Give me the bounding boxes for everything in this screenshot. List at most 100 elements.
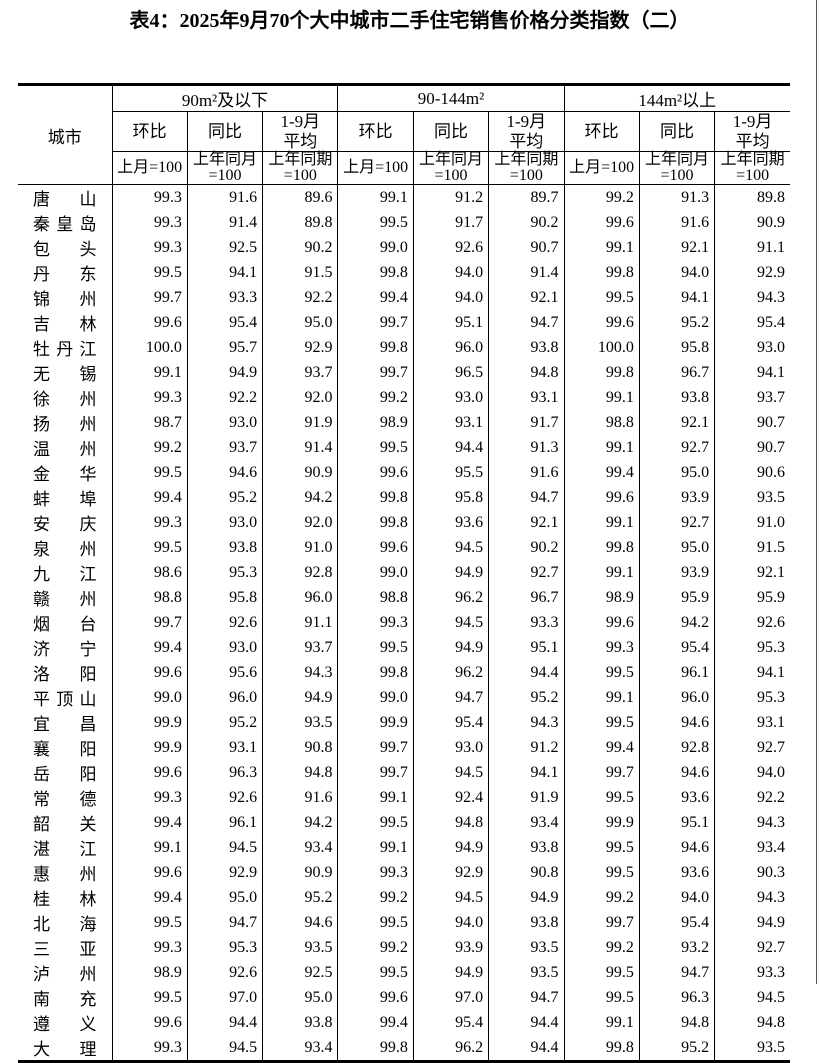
index-value: 93.1 xyxy=(412,410,489,435)
index-value: 93.5 xyxy=(262,710,338,735)
index-value: 94.5 xyxy=(412,760,489,785)
index-value: 91.6 xyxy=(262,785,338,810)
city-name: 南充 xyxy=(33,990,97,1009)
index-value: 98.8 xyxy=(563,410,640,435)
table-row: 湛江 99.1 94.5 93.4 99.1 94.9 93.8 99.5 94.6 93.4 xyxy=(18,835,790,860)
index-value: 94.8 xyxy=(488,360,564,385)
index-value: 94.5 xyxy=(186,835,263,860)
index-value: 99.1 xyxy=(563,510,640,535)
index-value: 95.0 xyxy=(186,885,263,910)
table-row: 安庆 99.3 93.0 92.0 99.8 93.6 92.1 99.1 92.7 91.0 xyxy=(18,510,790,535)
city-name: 赣州 xyxy=(33,590,97,609)
index-value: 99.0 xyxy=(337,235,414,260)
index-value: 99.4 xyxy=(563,460,640,485)
index-value: 99.4 xyxy=(111,810,188,835)
index-value: 93.2 xyxy=(638,935,715,960)
city-name: 济宁 xyxy=(33,640,97,659)
index-value: 99.5 xyxy=(111,535,188,560)
index-value: 94.8 xyxy=(262,760,338,785)
index-value: 99.7 xyxy=(111,285,188,310)
index-value: 93.9 xyxy=(412,935,489,960)
index-value: 95.4 xyxy=(638,910,715,935)
city-name: 秦皇岛 xyxy=(33,215,97,234)
city-name: 烟台 xyxy=(33,615,97,634)
table-row: 无锡 99.1 94.9 93.7 99.7 96.5 94.8 99.8 96.7 94.1 xyxy=(18,360,790,385)
index-value: 95.8 xyxy=(412,485,489,510)
index-value: 92.7 xyxy=(714,735,790,760)
index-value: 93.8 xyxy=(488,910,564,935)
index-value: 96.0 xyxy=(262,585,338,610)
index-value: 92.1 xyxy=(638,410,715,435)
index-value: 91.1 xyxy=(262,610,338,635)
city-name: 泉州 xyxy=(33,540,97,559)
index-value: 99.6 xyxy=(111,860,188,885)
index-value: 90.8 xyxy=(488,860,564,885)
index-value: 95.2 xyxy=(262,885,338,910)
index-value: 94.3 xyxy=(714,885,790,910)
metric-header: 1-9月 平均 xyxy=(262,111,338,152)
index-value: 99.8 xyxy=(563,260,640,285)
index-value: 94.7 xyxy=(638,960,715,985)
metric-header: 同比 xyxy=(412,111,489,152)
index-value: 95.3 xyxy=(714,635,790,660)
index-value: 99.5 xyxy=(111,910,188,935)
index-value: 99.2 xyxy=(563,935,640,960)
index-value: 99.6 xyxy=(337,460,414,485)
index-value: 91.4 xyxy=(488,260,564,285)
index-value: 92.0 xyxy=(262,385,338,410)
index-value: 99.1 xyxy=(111,835,188,860)
index-value: 99.6 xyxy=(563,210,640,235)
metric-header: 1-9月 平均 xyxy=(714,111,790,152)
index-value: 99.5 xyxy=(337,635,414,660)
index-value: 93.0 xyxy=(412,735,489,760)
page-title: 表4：2025年9月70个大中城市二手住宅销售价格分类指数（二） xyxy=(129,10,690,32)
base-header: 上月=100 xyxy=(337,151,414,185)
index-value: 94.3 xyxy=(714,810,790,835)
index-value: 99.1 xyxy=(337,835,414,860)
index-value: 92.2 xyxy=(186,385,263,410)
table-row: 韶关 99.4 96.1 94.2 99.5 94.8 93.4 99.9 95.1 94.3 xyxy=(18,810,790,835)
index-value: 95.2 xyxy=(488,685,564,710)
index-value: 99.5 xyxy=(563,835,640,860)
city-name: 九江 xyxy=(33,565,97,584)
index-value: 95.1 xyxy=(488,635,564,660)
index-value: 94.5 xyxy=(412,885,489,910)
index-value: 98.9 xyxy=(337,410,414,435)
index-value: 95.3 xyxy=(186,935,263,960)
city-name: 大理 xyxy=(33,1040,97,1059)
index-value: 99.6 xyxy=(337,535,414,560)
index-value: 92.1 xyxy=(714,560,790,585)
table-row: 丹东 99.5 94.1 91.5 99.8 94.0 91.4 99.8 94.0 92.9 xyxy=(18,260,790,285)
table-row: 泉州 99.5 93.8 91.0 99.6 94.5 90.2 99.8 95.0 91.5 xyxy=(18,535,790,560)
index-value: 92.2 xyxy=(714,785,790,810)
index-value: 99.4 xyxy=(337,285,414,310)
index-value: 99.6 xyxy=(563,485,640,510)
city-name: 徐州 xyxy=(33,390,97,409)
index-value: 95.3 xyxy=(714,685,790,710)
city-name: 岳阳 xyxy=(33,765,97,784)
index-value: 92.6 xyxy=(186,785,263,810)
index-value: 93.0 xyxy=(186,635,263,660)
index-value: 94.9 xyxy=(412,960,489,985)
index-value: 91.5 xyxy=(714,535,790,560)
index-value: 94.6 xyxy=(186,460,263,485)
index-value: 94.4 xyxy=(412,435,489,460)
index-value: 99.5 xyxy=(337,435,414,460)
index-value: 99.6 xyxy=(563,610,640,635)
index-value: 99.5 xyxy=(337,210,414,235)
index-value: 90.7 xyxy=(714,410,790,435)
base-header: 上年同月 =100 xyxy=(412,151,489,185)
table-row: 平顶山 99.0 96.0 94.9 99.0 94.7 95.2 99.1 96.0 95.3 xyxy=(18,685,790,710)
index-value: 97.0 xyxy=(412,985,489,1010)
index-value: 99.3 xyxy=(111,510,188,535)
index-value: 99.5 xyxy=(563,285,640,310)
index-value: 99.2 xyxy=(563,885,640,910)
table-row: 三亚 99.3 95.3 93.5 99.2 93.9 93.5 99.2 93.2 92.7 xyxy=(18,935,790,960)
index-value: 90.8 xyxy=(262,735,338,760)
index-value: 96.0 xyxy=(186,685,263,710)
index-value: 91.2 xyxy=(412,184,489,210)
group-header-90-144: 90-144m² xyxy=(337,84,564,112)
city-name: 吉林 xyxy=(33,315,97,334)
index-value: 95.6 xyxy=(186,660,263,685)
index-value: 93.1 xyxy=(186,735,263,760)
